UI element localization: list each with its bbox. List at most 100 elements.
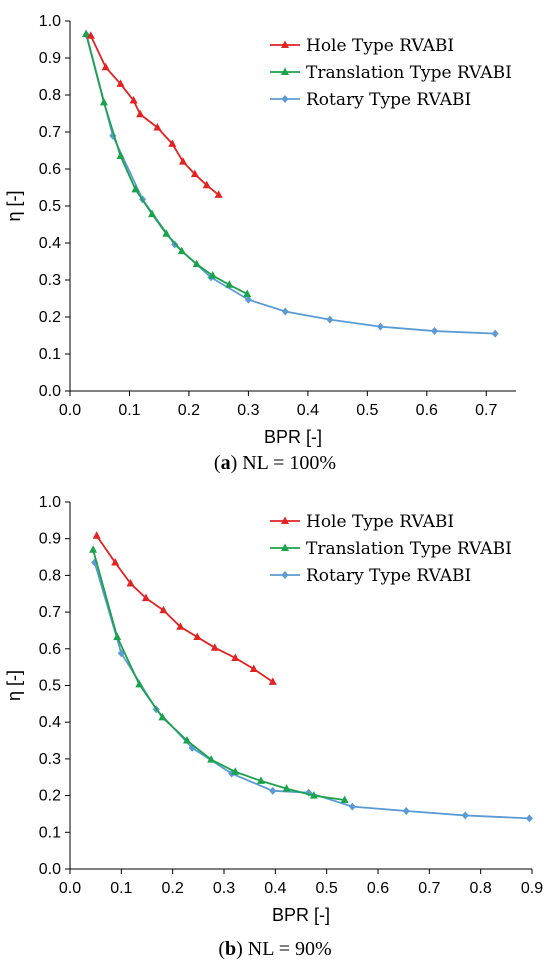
chart-b-series-2-point bbox=[228, 769, 236, 778]
chart-b-y-tick-label: 0.0 bbox=[39, 861, 61, 878]
chart-a-caption-text: ) NL = 100% bbox=[230, 452, 337, 474]
chart-b-y-tick-label: 0.5 bbox=[39, 678, 61, 695]
chart-b-y-tick-label: 0.2 bbox=[39, 788, 61, 805]
chart-a-y-tick-label: 0.1 bbox=[39, 346, 61, 363]
chart-a-series-2-point bbox=[326, 315, 334, 324]
chart-a-legend-marker-2 bbox=[281, 95, 289, 103]
chart-a-series-1-point bbox=[192, 259, 201, 268]
chart-a-series-1-point bbox=[82, 29, 91, 37]
chart-b-y-tick-label: 0.8 bbox=[39, 567, 61, 584]
chart-a-x-tick-label: 0.2 bbox=[178, 402, 200, 419]
chart-b-series-1-point bbox=[89, 545, 98, 553]
chart-a-series-0-point bbox=[214, 190, 223, 198]
chart-b-series-0-point bbox=[268, 677, 277, 685]
chart-b-series-1-point bbox=[207, 755, 216, 763]
chart-a-legend-marker-1 bbox=[281, 67, 289, 75]
chart-b-x-tick-label: 0.6 bbox=[367, 880, 389, 897]
chart-b-series-2-point bbox=[348, 802, 356, 811]
chart-b-legend-label-1: Translation Type RVABI bbox=[306, 539, 512, 559]
chart-b-series-2-point bbox=[117, 649, 125, 658]
chart-a-x-axis-title: BPR [-] bbox=[264, 427, 322, 447]
chart-a-series-0-point bbox=[136, 109, 145, 118]
chart-a-y-tick-label: 0.4 bbox=[39, 235, 61, 252]
chart-a-legend-label-2: Rotary Type RVABI bbox=[306, 90, 471, 110]
chart-a-series-0-line bbox=[89, 35, 220, 196]
chart-b-series-0-point bbox=[210, 643, 219, 651]
chart-a-series-0-point bbox=[178, 157, 187, 165]
chart-b-x-tick-label: 0.0 bbox=[59, 880, 81, 897]
chart-b-y-tick-label: 1.0 bbox=[39, 494, 61, 511]
chart-b-x-tick-label: 0.1 bbox=[110, 880, 132, 897]
chart-b-legend-marker-2 bbox=[281, 571, 289, 579]
chart-b-series-0-line bbox=[95, 535, 274, 683]
chart-a-series-1-point bbox=[116, 151, 125, 160]
chart-b-series-0-point bbox=[111, 558, 120, 566]
chart-b-series-1-point bbox=[135, 679, 144, 688]
chart-a-y-tick-label: 1.0 bbox=[39, 13, 61, 30]
chart-a-x-tick-label: 0.4 bbox=[297, 402, 319, 419]
chart-b-series-1-point bbox=[113, 632, 122, 641]
chart-b-series-2-point bbox=[402, 807, 410, 816]
chart-a-series-1-point bbox=[243, 289, 252, 298]
chart-b-legend-marker-0 bbox=[281, 516, 289, 524]
chart-b-series-1-point bbox=[158, 712, 167, 721]
chart-b-legend-label-0: Hole Type RVABI bbox=[306, 512, 454, 532]
chart-a-series-0-point bbox=[129, 96, 138, 104]
chart-a-series-1-point bbox=[131, 184, 140, 193]
chart-b-series-1-line bbox=[92, 549, 345, 801]
chart-a-y-tick-label: 0.2 bbox=[39, 309, 61, 326]
chart-b-series-2-point bbox=[269, 786, 277, 795]
chart-a-x-tick-label: 0.5 bbox=[356, 402, 378, 419]
chart-a-x-tick-label: 0.3 bbox=[237, 402, 259, 419]
chart-b-series-0-point bbox=[126, 578, 135, 587]
chart-a-series-2-point bbox=[281, 307, 289, 316]
chart-b-series-0-point bbox=[231, 653, 240, 661]
chart-a-series-0-point bbox=[202, 180, 211, 189]
chart-b-y-tick-label: 0.7 bbox=[39, 604, 61, 621]
chart-a-y-tick-label: 0.7 bbox=[39, 124, 61, 141]
chart-b-x-axis-title: BPR [-] bbox=[272, 905, 330, 925]
chart-a-y-tick-label: 0.8 bbox=[39, 87, 61, 104]
chart-a-y-tick-label: 0.9 bbox=[39, 50, 61, 67]
chart-b-series-0-point bbox=[92, 531, 101, 539]
chart-a-caption: (a) NL = 100% bbox=[213, 452, 337, 474]
chart-a-series-1-point bbox=[177, 246, 186, 255]
chart-b-legend: Hole Type RVABI Translation Type RVABI Rot… bbox=[270, 512, 512, 586]
chart-b-series-1-point bbox=[256, 776, 265, 784]
chart-b-caption: (b) NL = 90% bbox=[218, 938, 332, 960]
chart-b-x-tick-label: 0.5 bbox=[316, 880, 338, 897]
chart-b-series-1-point bbox=[231, 767, 240, 775]
chart-a-x-tick-label: 0.1 bbox=[118, 402, 140, 419]
chart-b-series-2-point bbox=[525, 814, 533, 823]
chart-a-series-1-point bbox=[208, 271, 217, 279]
chart-b-x-tick-label: 0.9 bbox=[521, 880, 543, 897]
chart-a-y-tick-label: 0.6 bbox=[39, 161, 61, 178]
chart-b-series-0-point bbox=[159, 605, 168, 614]
chart-a-caption-letter: a bbox=[220, 452, 231, 474]
chart-a-y-tick-label: 0.0 bbox=[39, 383, 61, 400]
chart-b-y-axis-title: η [-] bbox=[4, 670, 24, 701]
chart-a-series-1-point bbox=[162, 229, 171, 237]
chart-b-svg: 0.0 0.1 0.2 0.3 0.4 0.5 0.6 0.7 0.8 0.9 1.0 0.0 0.1 0… bbox=[4, 494, 543, 925]
chart-a-series-0-point bbox=[116, 79, 125, 87]
chart-b-y-tick-label: 0.3 bbox=[39, 751, 61, 768]
chart-a-series-2-point bbox=[431, 327, 439, 336]
chart-b-x-tick-label: 0.2 bbox=[162, 880, 184, 897]
chart-a-svg: 0.0 0.1 0.2 0.3 0.4 0.5 0.6 0.7 0.8 0.9 1.0 0.0 0.1 0… bbox=[4, 13, 516, 447]
chart-b-series-0-point bbox=[193, 632, 202, 641]
chart-b-series-1-point bbox=[183, 736, 192, 744]
chart-b-y-tick-label: 0.4 bbox=[39, 714, 61, 731]
chart-a-legend-label-0: Hole Type RVABI bbox=[306, 36, 454, 56]
chart-b-caption-text: ) NL = 90% bbox=[236, 938, 332, 960]
chart-panel-a: 0.0 0.1 0.2 0.3 0.4 0.5 0.6 0.7 0.8 0.9 1.0 0.0 0.1 0… bbox=[4, 13, 516, 474]
chart-a-y-tick-label: 0.5 bbox=[39, 198, 61, 215]
chart-b-x-tick-label: 0.3 bbox=[213, 880, 235, 897]
chart-a-series-1-point bbox=[225, 280, 234, 288]
chart-a-y-tick-label: 0.3 bbox=[39, 272, 61, 289]
chart-a-y-axis-title: η [-] bbox=[4, 190, 24, 221]
chart-a-legend-label-1: Translation Type RVABI bbox=[306, 63, 512, 83]
chart-b-series-0-point bbox=[249, 664, 258, 672]
chart-a-series-2-point bbox=[491, 329, 499, 338]
chart-b-series-1-point bbox=[309, 791, 318, 799]
chart-b-caption-letter: b bbox=[225, 938, 237, 960]
